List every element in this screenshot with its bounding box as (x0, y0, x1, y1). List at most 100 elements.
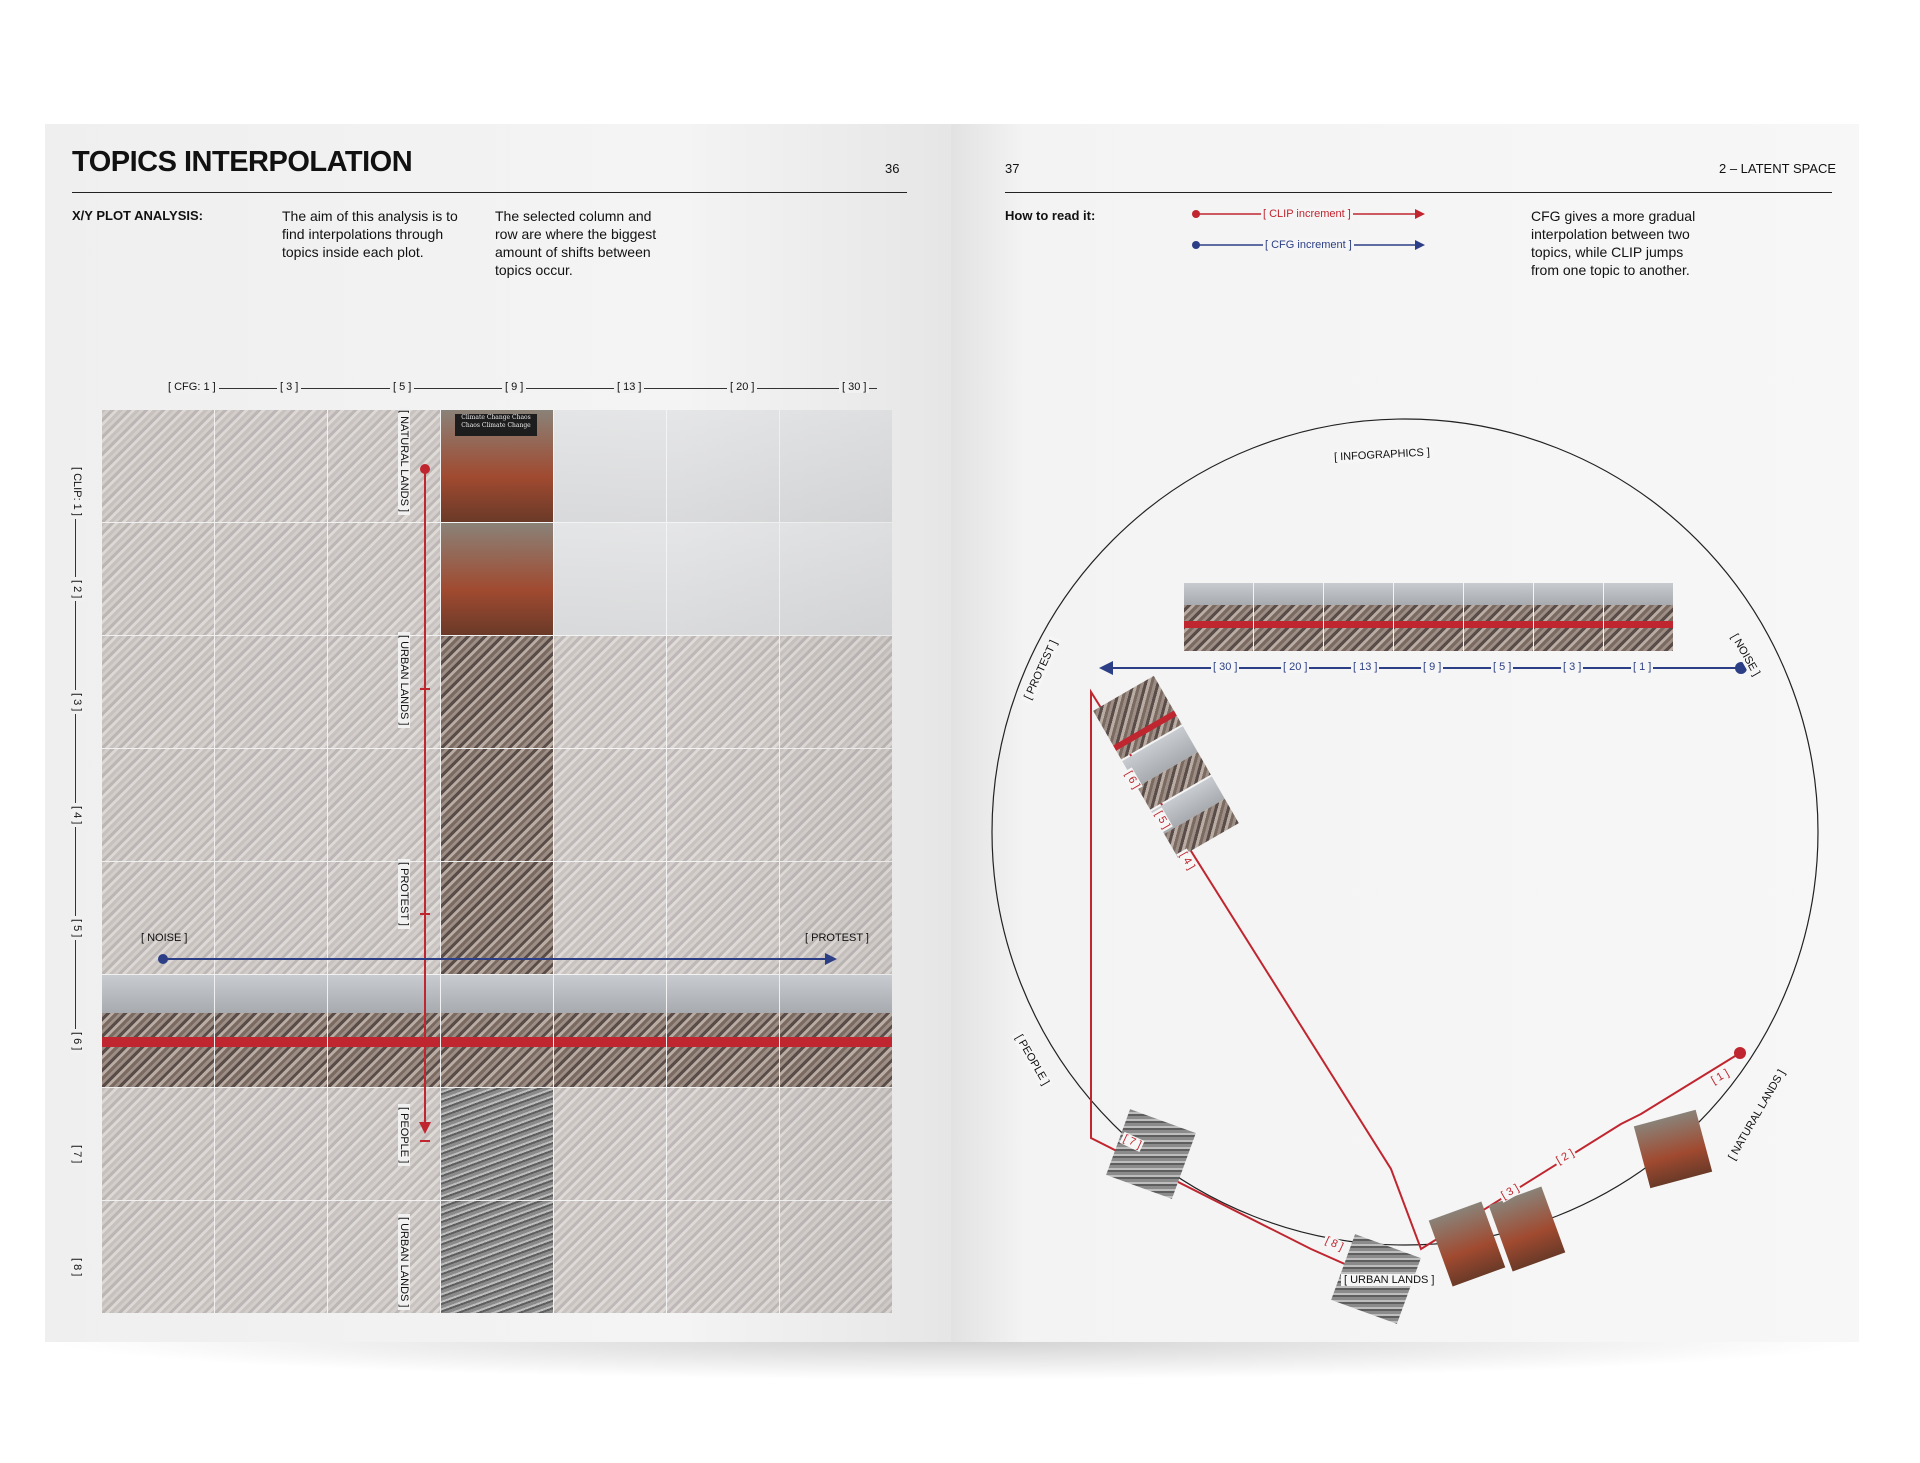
grid-image-cell (102, 1088, 214, 1200)
cfg-path-tick: [ 30 ] (1211, 661, 1240, 673)
grid-image-cell (215, 636, 327, 748)
grid-image-cell (102, 862, 214, 974)
grid-image-cell (554, 523, 666, 635)
grid-image-cell (780, 1201, 892, 1313)
grid-image-cell (215, 1201, 327, 1313)
clip-arrowhead (419, 1122, 431, 1134)
image-sky (1184, 583, 1253, 605)
grid-image-cell (667, 410, 779, 522)
grid-image-cell (780, 862, 892, 974)
latent-space-circle-diagram (991, 418, 1819, 1292)
circle-topic-label: [ URBAN LANDS ] (1341, 1274, 1438, 1286)
grid-image-cell (780, 749, 892, 861)
interpolation-axes (158, 464, 837, 1142)
image-banner (1184, 621, 1253, 628)
image-sky (102, 975, 214, 1013)
grid-image-cell (441, 636, 553, 748)
grid-image-cell (102, 975, 214, 1087)
image-banner (1534, 621, 1603, 628)
grid-image-cell (554, 1201, 666, 1313)
section-label: X/Y PLOT ANALYSIS: (72, 208, 203, 223)
cfg-tick-label: [ 5 ] (390, 381, 415, 393)
cfg-path-tick: [ 20 ] (1281, 661, 1310, 673)
cfg-tick-label: [ 3 ] (277, 381, 302, 393)
protest-label: [ PROTEST ] (805, 932, 869, 944)
grid-image-cell (780, 636, 892, 748)
topic-vertical-label: [ URBAN LANDS ] (398, 632, 410, 729)
grid-image-cell (554, 410, 666, 522)
cfg-tick-label: [ 13 ] (614, 381, 645, 393)
grid-image-cell: Climate Change Chaos Chaos Climate Chang… (441, 410, 553, 522)
clip-start-dot (420, 464, 430, 474)
legend-clip-label: [ CLIP increment ] (1261, 208, 1353, 220)
cfg-path-tick: [ 1 ] (1631, 661, 1654, 673)
grid-image-cell (328, 1088, 440, 1200)
cfg-axis-line (177, 388, 877, 389)
grid-image-cell (554, 749, 666, 861)
image-banner (1604, 621, 1673, 628)
grid-image-cell (554, 975, 666, 1087)
grid-image-cell (102, 523, 214, 635)
grid-image-cell (215, 1088, 327, 1200)
cfg-strip-image (1604, 583, 1673, 651)
topic-vertical-label: [ NATURAL LANDS ] (398, 407, 410, 516)
image-banner (102, 1037, 214, 1047)
legend-cfg-label: [ CFG increment ] (1263, 239, 1354, 251)
cfg-arrowhead (825, 953, 837, 965)
noise-label: [ NOISE ] (141, 932, 188, 944)
image-sky (441, 975, 553, 1013)
grid-image-cell (554, 1088, 666, 1200)
image-sky (1324, 583, 1393, 605)
grid-image-cell (328, 862, 440, 974)
grid-image-cell (328, 1201, 440, 1313)
image-sky (554, 975, 666, 1013)
grid-image-cell (328, 749, 440, 861)
cfg-tick-label: [ 30 ] (839, 381, 870, 393)
cfg-strip-image (1464, 583, 1533, 651)
clip-path-line (1090, 688, 1741, 1290)
cfg-tick-label: [ CFG: 1 ] (165, 381, 219, 393)
image-banner (554, 1037, 666, 1047)
image-sky (1604, 583, 1673, 605)
cfg-path-tick: [ 5 ] (1491, 661, 1514, 673)
grid-image-cell (215, 862, 327, 974)
grid-image-cell (328, 523, 440, 635)
image-sky (1534, 583, 1603, 605)
clip-axis-line (75, 464, 76, 1044)
grid-image-cell (780, 523, 892, 635)
image-banner (1254, 621, 1323, 628)
cfg-strip-image (1324, 583, 1393, 651)
grid-image-cell (328, 975, 440, 1087)
grid-image-cell (667, 523, 779, 635)
left-page: TOPICS INTERPOLATION 36 X/Y PLOT ANALYSI… (45, 124, 951, 1342)
topic-vertical-label: [ URBAN LANDS ] (398, 1214, 410, 1311)
description-paragraph: CFG gives a more gradual interpolation b… (1531, 208, 1696, 278)
grid-image-cell (215, 749, 327, 861)
cfg-strip-image (1394, 583, 1463, 651)
image-banner (780, 1037, 892, 1047)
grid-image-cell (667, 1201, 779, 1313)
image-banner (215, 1037, 327, 1047)
cfg-tick-label: [ 9 ] (502, 381, 527, 393)
cfg-path-tick: [ 3 ] (1561, 661, 1584, 673)
image-banner (1324, 621, 1393, 628)
grid-image-cell (441, 749, 553, 861)
grid-image-cell (441, 1201, 553, 1313)
cfg-start-dot (158, 954, 168, 964)
image-banner (667, 1037, 779, 1047)
header-rule-right (1005, 192, 1832, 193)
grid-image-cell (667, 862, 779, 974)
grid-image-cell (667, 749, 779, 861)
image-sky (1254, 583, 1323, 605)
cfg-path-tick: [ 13 ] (1351, 661, 1380, 673)
page-number-left: 36 (885, 161, 900, 176)
grid-image-cell (441, 1088, 553, 1200)
image-sky (215, 975, 327, 1013)
grid-image-cell (102, 410, 214, 522)
cfg-path-arrowhead (1099, 661, 1113, 675)
cfg-strip-image (1254, 583, 1323, 651)
grid-image-cell (215, 975, 327, 1087)
intro-paragraph-1: The aim of this analysis is to find inte… (282, 208, 458, 260)
topic-vertical-label: [ PROTEST ] (398, 859, 410, 929)
grid-image-cell (554, 636, 666, 748)
